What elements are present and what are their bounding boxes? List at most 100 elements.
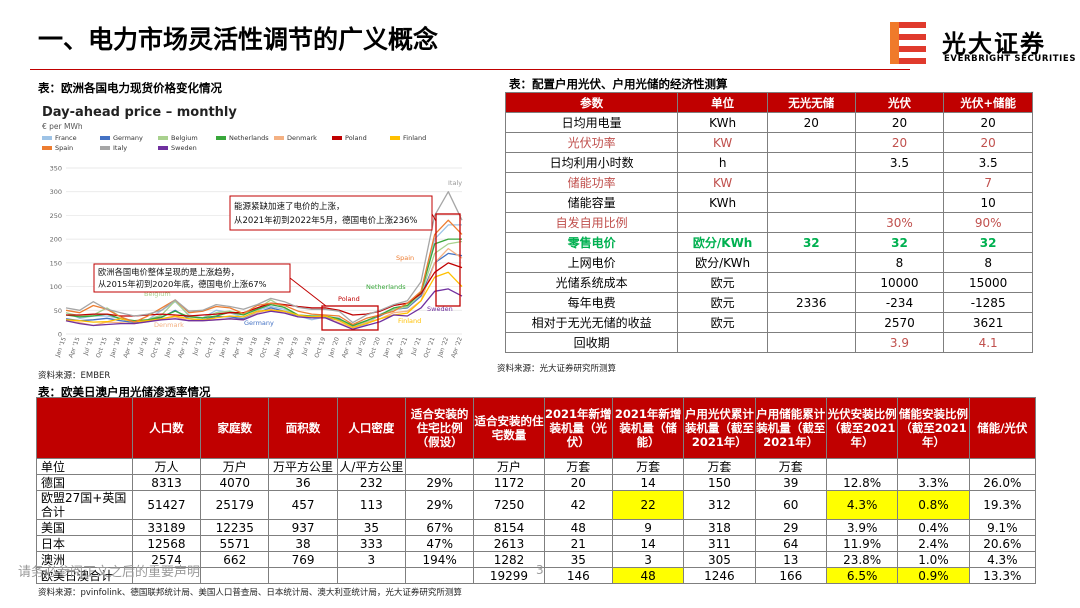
econ-cell: 90% [943,212,1033,233]
y-tick-label: 300 [50,188,62,196]
pen-cell: 67% [404,519,475,536]
series-label: Poland [338,295,360,303]
econ-caption: 表：配置户用光伏、户用光储的经济性测算 [509,77,728,91]
econ-cell: 8 [854,252,945,273]
x-tick-label: Jan '22 [436,336,450,359]
legend-label: Spain [55,144,73,152]
econ-cell [766,172,856,193]
x-tick-label: Jul '19 [300,336,313,357]
pen-cell: 312 [683,490,756,520]
pen-cell: 1172 [473,474,545,491]
econ-cell: KWh [677,192,768,213]
series-label: Italy [448,179,462,187]
econ-cell: 4.1 [943,332,1033,353]
pen-header-cell: 户用光伏累计装机量（截至2021年） [683,397,756,459]
econ-row: 相对于无光无储的收益 欧元 2570 3621 [504,312,1033,333]
pen-header-cell: 人口密度 [336,397,407,459]
econ-cell: 储能容量 [504,192,679,213]
pen-cell: 万套 [611,458,685,475]
series-label: Finland [398,317,421,325]
pen-source: 资料来源：pvinfolink、德国联邦统计局、美国人口普查局、日本统计局、澳大… [38,588,462,598]
econ-cell [766,212,856,233]
pen-cell: 33189 [131,519,202,536]
econ-cell: 3.9 [854,332,945,353]
y-tick-label: 150 [50,259,62,267]
x-tick-label: Apr '16 [122,336,136,359]
pen-cell: 4.3% [825,490,899,520]
pen-cell: 38 [268,535,338,552]
pen-row: 日本 12568 5571 38 333 47% 2613 21 14 311 64 11.9% 2.4… [36,535,1037,552]
everbright-logo-icon [890,22,926,64]
pen-cell: 3 [336,551,407,568]
x-tick-label: Apr '18 [231,336,245,359]
econ-cell: KWh [677,112,768,133]
econ-source: 资料来源：光大证券研究所测算 [497,364,617,374]
econ-header-cell: 光伏+储能 [943,92,1033,113]
price-chart: Day-ahead price – monthly € per MWh France… [36,96,472,364]
pen-cell: 42 [543,490,613,520]
econ-cell: 欧元 [677,312,768,333]
pen-cell: 937 [268,519,338,536]
pen-cell: 日本 [36,535,133,552]
pen-cell: 13 [754,551,827,568]
econ-header-cell: 单位 [677,92,768,113]
disclaimer: 请务必参阅正文之后的重要声明 [18,565,201,580]
pen-cell: 305 [683,551,756,568]
logo-name-cn: 光大证券 [942,30,1046,58]
x-tick-label: Oct '17 [204,336,218,359]
annotation-2-line-1: 欧洲各国电价整体呈现的是上涨趋势， [98,267,239,277]
pen-cell: 万平方公里 [268,458,338,475]
pen-cell: 万户 [473,458,545,475]
pen-row: 澳洲 2574 662 769 3 194% 1282 35 3 305 13 23.8% 1.0% 4.… [36,551,1037,568]
x-tick-label: Oct '19 [313,336,327,359]
pen-cell: 20.6% [968,535,1037,552]
econ-cell: 20 [854,112,945,133]
econ-cell: 储能功率 [504,172,679,193]
pen-cell: 194% [404,551,475,568]
econ-cell [766,152,856,173]
x-tick-label: Apr '17 [177,336,191,359]
pen-cell: 36 [268,474,338,491]
y-tick-label: 50 [54,307,62,315]
pen-cell: 3.9% [825,519,899,536]
econ-row: 自发自用比例 30% 90% [504,212,1033,233]
econ-cell: -1285 [943,292,1033,313]
pen-cell [336,567,407,584]
chart-ylabel: € per MWh [42,122,83,131]
pen-cell [268,567,338,584]
pen-cell: 9 [611,519,685,536]
pen-cell: 1.0% [897,551,970,568]
econ-cell: 8 [943,252,1033,273]
econ-cell: 自发自用比例 [504,212,679,233]
pen-cell: 64 [754,535,827,552]
series-line-sweden [65,288,463,330]
y-tick-label: 0 [58,331,62,339]
pen-cell [968,458,1037,475]
pen-header-cell: 人口数 [131,397,202,459]
pen-cell: 48 [543,519,613,536]
pen-header-cell [36,397,133,459]
pen-cell: 22 [611,490,685,520]
econ-cell: KW [677,132,768,153]
highlight-box-2020 [321,305,379,331]
econ-cell [677,332,768,353]
pen-cell [404,567,475,584]
econ-header-cell: 无光无储 [766,92,856,113]
pen-cell: 769 [268,551,338,568]
pen-cell: 12235 [200,519,270,536]
pen-cell: 0.8% [897,490,970,520]
econ-cell [766,312,856,333]
pen-cell: 662 [200,551,270,568]
econ-cell: 20 [943,112,1033,133]
pen-header-cell: 2021年新增装机量（储能） [611,397,685,459]
pen-cell: 12568 [131,535,202,552]
x-tick-label: Oct '15 [95,336,109,359]
econ-cell [766,272,856,293]
pen-cell: 万套 [683,458,756,475]
pen-cell: 欧盟27国+英国合计 [36,490,133,520]
pen-cell: 4070 [200,474,270,491]
pen-cell [825,458,899,475]
pen-header-cell: 户用储能累计装机量（截至2021年） [754,397,827,459]
series-label: Sweden [427,305,453,313]
econ-cell: 30% [854,212,945,233]
